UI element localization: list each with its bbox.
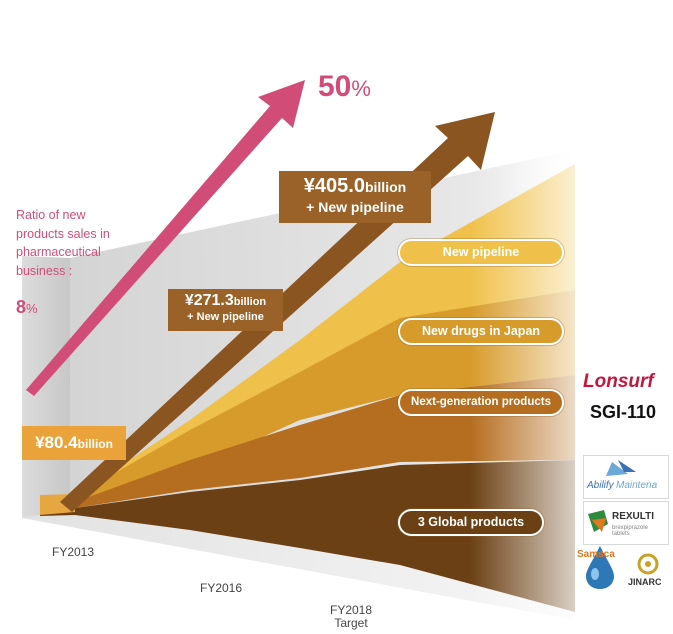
ratio-arrow — [26, 80, 305, 396]
ratio-start-value: 8% — [16, 297, 38, 317]
jinarc-logo: JINARC — [628, 577, 662, 587]
ratio-target-value: 50% — [318, 70, 371, 103]
samsca-logo: Samsca — [577, 549, 615, 560]
label-global-products: 3 Global products — [398, 509, 544, 536]
jinarc-emblem-icon — [637, 553, 659, 575]
samsca-drop-icon — [586, 546, 614, 589]
layer-global-products — [40, 460, 575, 612]
label-new-drugs-japan: New drugs in Japan — [398, 318, 564, 345]
ratio-label: Ratio of new products sales in pharmaceu… — [16, 208, 110, 278]
sales-fy2016-box: ¥271.3billion + New pipeline — [168, 289, 283, 331]
sales-fy2018-box: ¥405.0billion + New pipeline — [279, 171, 431, 223]
axis-fy2018: FY2018 Target — [330, 603, 373, 630]
axis-fy2016: FY2016 — [200, 581, 243, 595]
sales-fy2013-box: ¥80.4billion — [22, 426, 126, 460]
label-next-generation: Next-generation products — [398, 389, 564, 416]
lonsurf-logo: Lonsurf — [583, 371, 654, 392]
fade-overlay — [470, 140, 610, 630]
rexulti-logo: REXULTI brexpiprazole tablets — [583, 501, 669, 545]
abilify-maintena-logo: Abilify Maintena — [583, 455, 669, 499]
label-new-pipeline: New pipeline — [398, 239, 564, 266]
axis-fy2013: FY2013 — [52, 545, 95, 559]
sgi-110-label: SGI-110 — [590, 402, 657, 422]
